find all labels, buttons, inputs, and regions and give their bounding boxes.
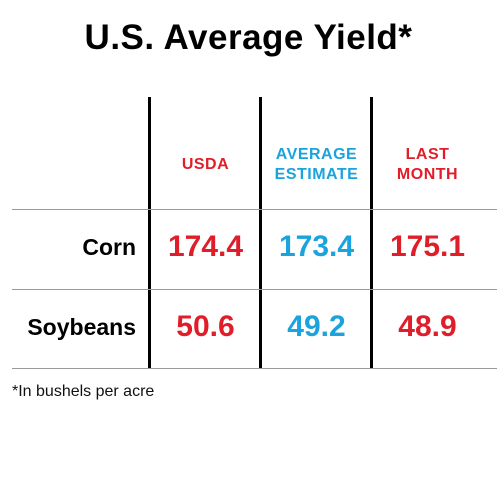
- table-cell-value: 175.1: [389, 230, 466, 263]
- column-header-line: LAST: [405, 146, 450, 163]
- column-header: LAST MONTH: [372, 145, 483, 185]
- column-header-line: AVERAGE: [275, 146, 358, 163]
- row-label: Corn: [82, 234, 136, 260]
- column-header-line: USDA: [181, 156, 230, 173]
- column-header-line: ESTIMATE: [274, 166, 359, 183]
- table-cell-value: 174.4: [167, 230, 244, 263]
- column-header: USDA: [150, 155, 261, 175]
- column-header-line: MONTH: [396, 166, 459, 183]
- row-divider: [12, 368, 497, 369]
- row-label: Soybeans: [27, 314, 136, 340]
- table-cell-value: 50.6: [176, 310, 235, 343]
- table-cell-value: 49.2: [287, 310, 346, 343]
- column-divider: [148, 97, 151, 369]
- chart-title: U.S. Average Yield*: [84, 18, 413, 57]
- row-divider: [12, 209, 497, 210]
- column-header: AVERAGE ESTIMATE: [261, 145, 372, 185]
- column-divider: [370, 97, 373, 369]
- table-cell-value: 173.4: [278, 230, 355, 263]
- footnote: *In bushels per acre: [12, 383, 155, 400]
- column-divider: [259, 97, 262, 369]
- table-cell-value: 48.9: [398, 310, 457, 343]
- row-divider: [12, 289, 497, 290]
